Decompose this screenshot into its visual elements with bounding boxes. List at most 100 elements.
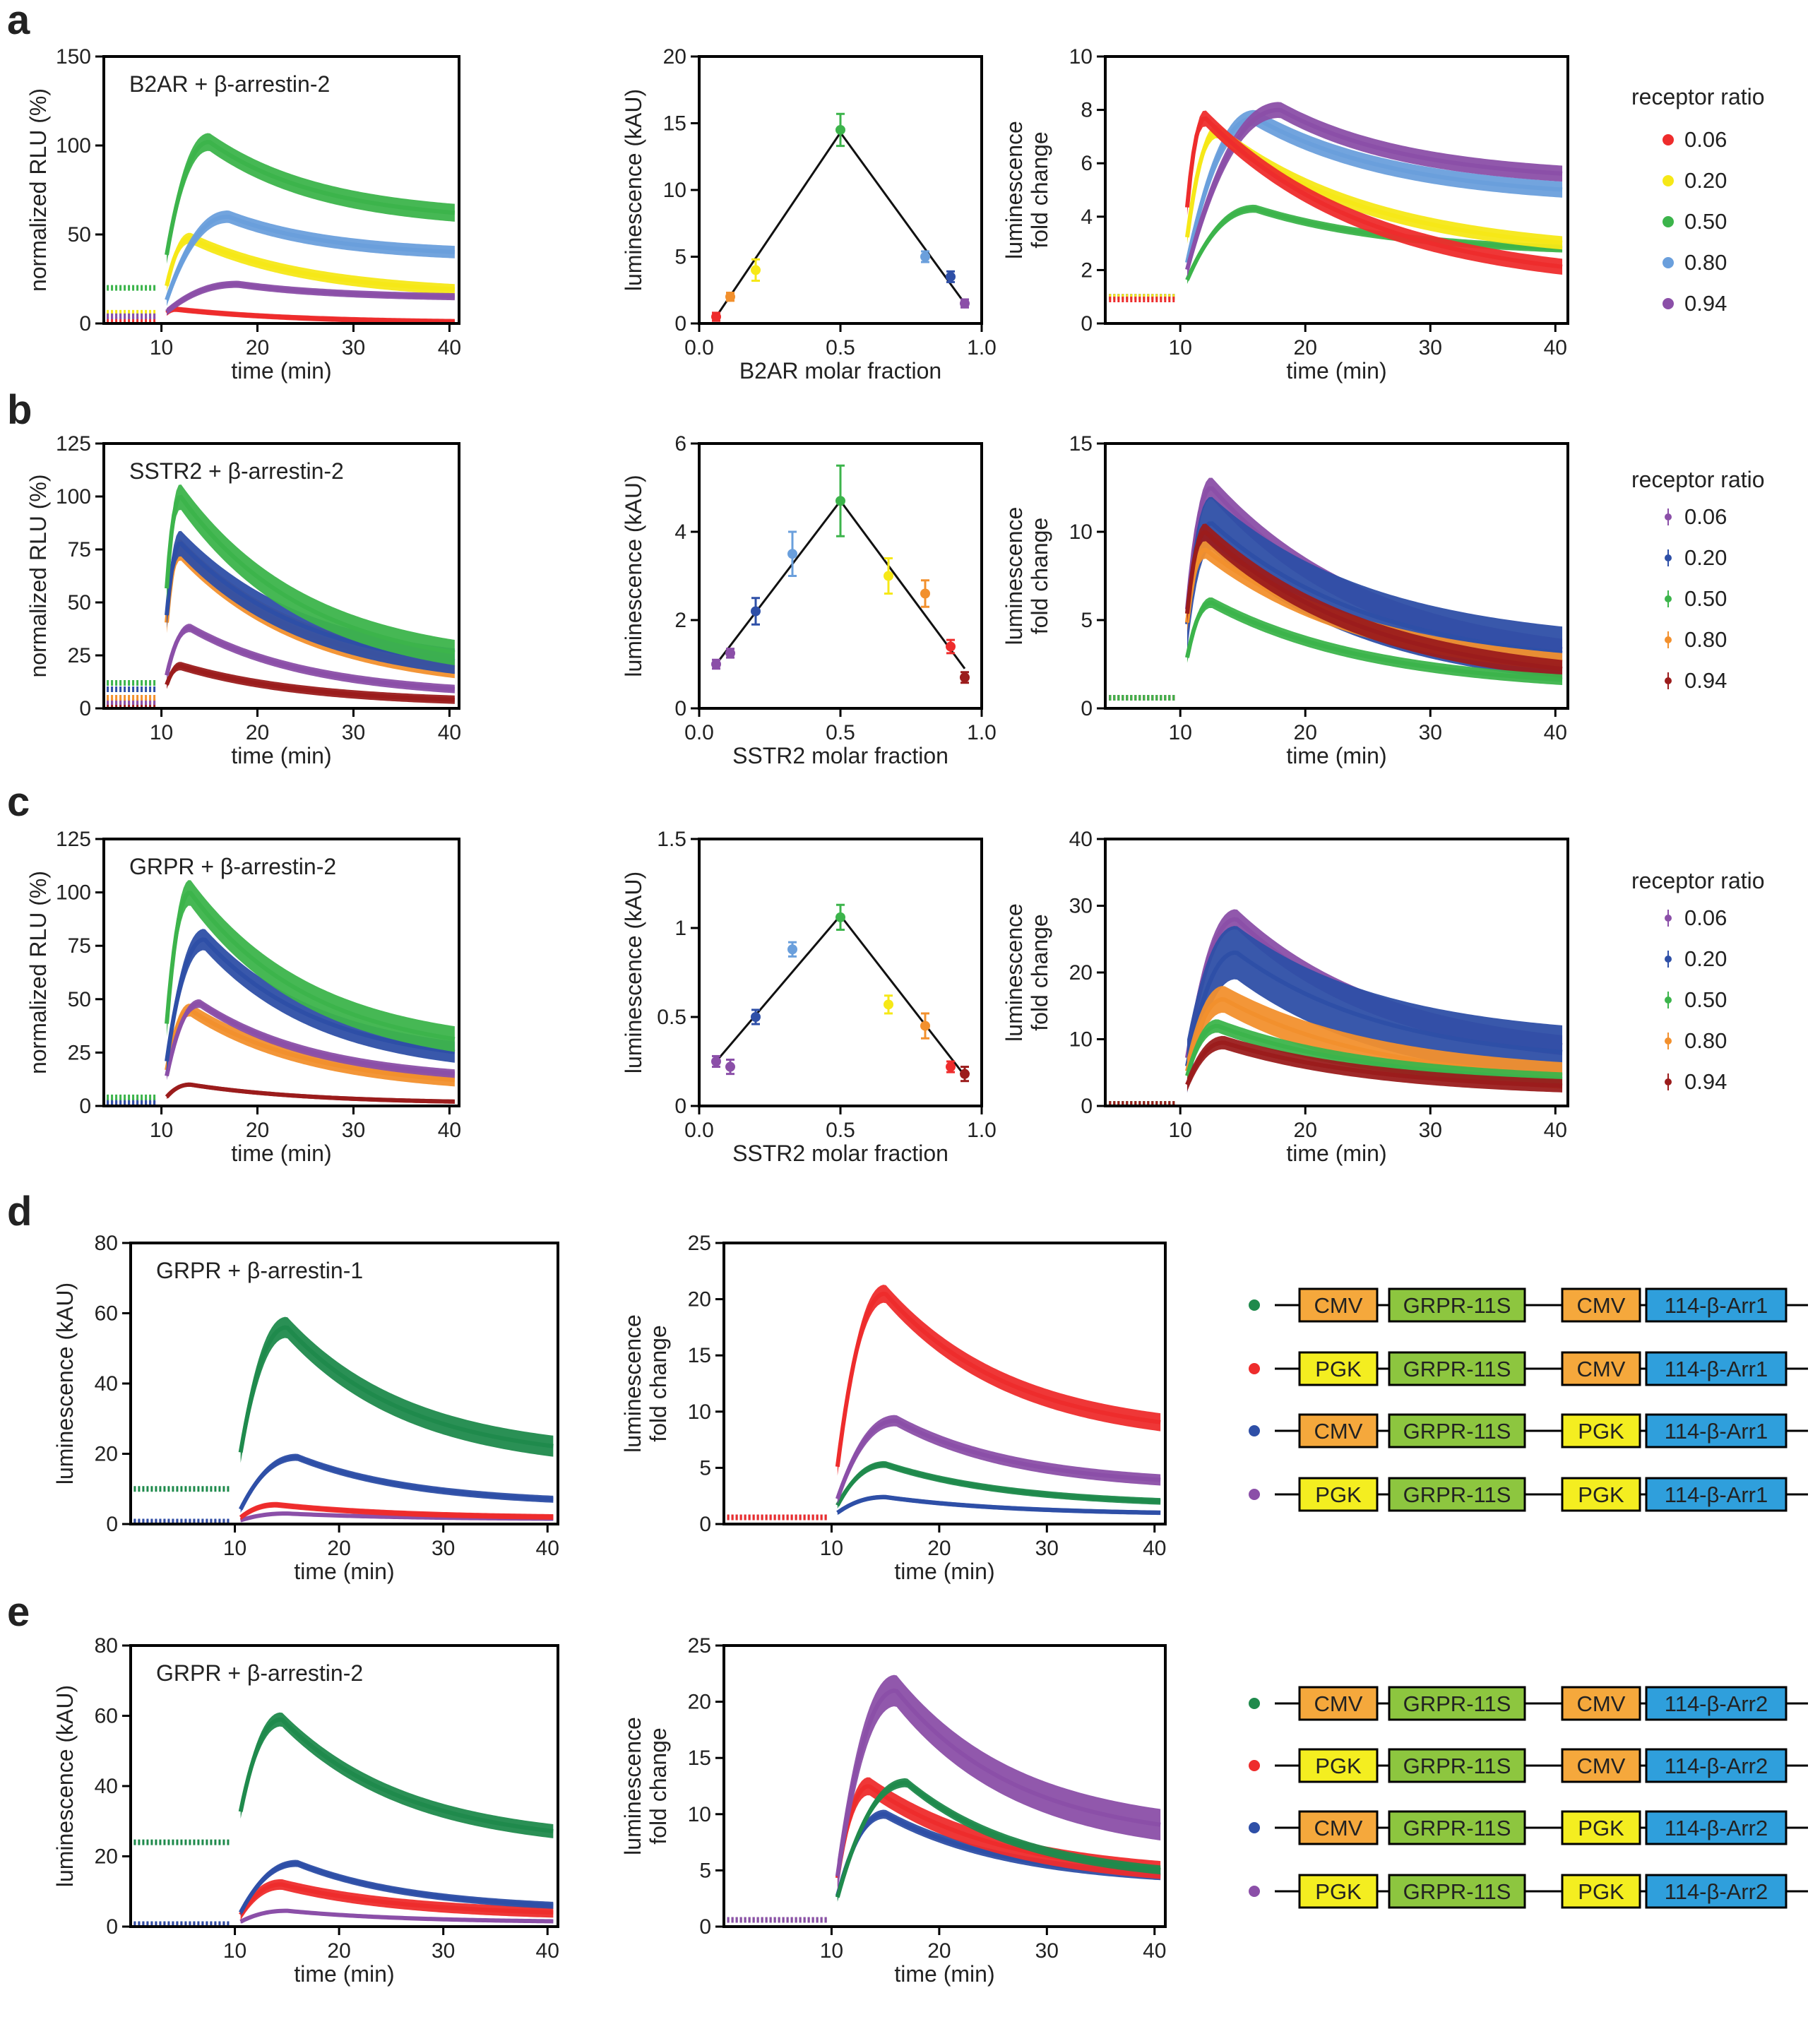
legend-label: 0.06	[1684, 504, 1727, 529]
construct-box	[1645, 1477, 1788, 1512]
x-tick-label: 40	[1143, 1537, 1166, 1560]
series-line	[836, 1494, 1161, 1515]
series-0.94	[1109, 1035, 1563, 1107]
construct-box-label: 114-β-Arr1	[1665, 1293, 1768, 1318]
chart-title: GRPR + β-arrestin-1	[156, 1258, 363, 1283]
series-0.20	[107, 232, 456, 316]
chart-a2: 0.0 0.5 1.0 0 5 10 15 20 B2AR molar fraction lumi…	[621, 45, 997, 383]
construct-element: GRPR-11S	[1388, 1810, 1526, 1845]
point-marker	[960, 672, 970, 683]
data-point	[835, 464, 845, 537]
construct-dot	[1249, 1886, 1260, 1897]
series-line	[1185, 600, 1563, 682]
data-point	[946, 270, 956, 283]
y-tick-label: 25	[688, 1634, 711, 1658]
series-line	[165, 937, 456, 1062]
x-tick-label: 20	[327, 1537, 350, 1560]
data-point	[725, 292, 735, 302]
y-tick-label: 0	[1081, 1095, 1093, 1118]
construct-element: CMV	[1298, 1810, 1379, 1845]
construct-element: CMV	[1298, 1413, 1379, 1448]
chart-c2: 0.0 0.5 1.0 0 0.5 1 1.5 SSTR2 molar fraction lum…	[621, 828, 997, 1166]
data-point	[946, 1060, 956, 1073]
y-tick-label: 10	[1069, 520, 1093, 544]
y-tick-label: 50	[68, 223, 91, 246]
construct-box	[1298, 1686, 1379, 1721]
y-tick-label: 15	[688, 1344, 711, 1367]
series-0.06	[107, 624, 456, 705]
y-axis-label: luminescence (kAU)	[52, 1283, 78, 1485]
y-tick-label: 75	[68, 934, 91, 958]
construct-element: PGK	[1561, 1413, 1641, 1448]
construct-box	[1561, 1477, 1641, 1512]
y-tick-label: 8	[1081, 99, 1093, 122]
construct-box	[1298, 1287, 1379, 1323]
series-line	[1185, 206, 1563, 281]
data-point	[787, 530, 797, 577]
x-tick-label: 30	[1419, 1119, 1442, 1142]
x-tick-label: 30	[1419, 336, 1442, 359]
x-tick-label: 0.5	[826, 1119, 855, 1142]
point-marker	[787, 944, 797, 955]
construct-dot	[1249, 1489, 1260, 1500]
y-tick-label: 6	[1081, 152, 1093, 175]
y-tick-label: 5	[699, 1456, 711, 1480]
series-0.50	[1109, 204, 1563, 300]
series-line	[1185, 950, 1563, 1067]
y-tick-label: 0	[699, 1915, 711, 1939]
x-tick-label: 30	[432, 1537, 455, 1560]
y-tick-label: 15	[688, 1747, 711, 1770]
x-tick-label: 20	[1294, 721, 1317, 744]
series-0.20	[1109, 926, 1563, 1107]
legend-label: 0.50	[1684, 987, 1727, 1012]
construct-element: CMV	[1298, 1287, 1379, 1323]
x-tick-label: 1.0	[967, 1119, 997, 1142]
x-tick-label: 40	[1544, 721, 1567, 744]
point-marker	[725, 1061, 735, 1072]
legend-marker	[1663, 175, 1674, 186]
y-tick-label: 60	[95, 1705, 118, 1728]
construct-box-label: PGK	[1315, 1754, 1362, 1778]
series-line	[165, 140, 456, 256]
construct-box	[1298, 1477, 1379, 1512]
series-CMV-GRPR-11S / CMV-114-β-Arr2	[133, 1712, 554, 1845]
y-tick-label: 40	[95, 1372, 118, 1396]
construct-dot	[1249, 1299, 1260, 1311]
x-tick-label: 10	[223, 1537, 246, 1560]
construct-box	[1298, 1413, 1379, 1448]
construct-box-label: CMV	[1577, 1293, 1626, 1318]
chart-e1: 10 20 30 40 0 20 40 60 80 time (min) luminescence …	[52, 1634, 559, 1987]
y-tick-label: 0	[79, 312, 91, 335]
series-0.06	[107, 307, 455, 324]
chart-c3: 10 20 30 40 0 10 20 30 40 time (min) luminescence f…	[1001, 828, 1569, 1166]
construct-box-label: 114-β-Arr2	[1665, 1816, 1768, 1840]
series-0.50	[107, 484, 456, 686]
panel-label-e: e	[7, 1589, 30, 1635]
construct-element: 114-β-Arr1	[1645, 1413, 1788, 1448]
x-tick-label: 10	[820, 1537, 843, 1560]
legend-a-items: 0.06 0.20 0.50 0.80 0.94	[1663, 127, 1727, 316]
construct-element: CMV	[1561, 1351, 1641, 1386]
point-marker	[960, 1069, 970, 1079]
construct-box-label: PGK	[1315, 1482, 1362, 1507]
point-marker	[835, 124, 845, 135]
series-0.06	[1109, 110, 1563, 302]
y-tick-label: 0	[699, 1513, 711, 1536]
construct-element: CMV	[1561, 1287, 1641, 1323]
construct-dot	[1249, 1425, 1260, 1436]
series-line	[165, 626, 456, 691]
panel-label-d: d	[7, 1189, 32, 1234]
series-0.06	[107, 999, 456, 1107]
construct-box-label: 114-β-Arr2	[1665, 1879, 1768, 1904]
construct-element: PGK	[1298, 1351, 1379, 1386]
chart-d2: 10 20 30 40 0 5 10 15 20 25 time (min) luminescence…	[620, 1232, 1167, 1584]
series-0.50	[1109, 1019, 1563, 1107]
y-tick-label: 50	[68, 988, 91, 1011]
series-error-band	[837, 1460, 1161, 1509]
series-error-band	[240, 1712, 554, 1838]
plot-frame	[1104, 838, 1569, 1107]
y-tick-label: 10	[688, 1803, 711, 1826]
y-axis-label: normalized RLU (%)	[25, 88, 51, 292]
